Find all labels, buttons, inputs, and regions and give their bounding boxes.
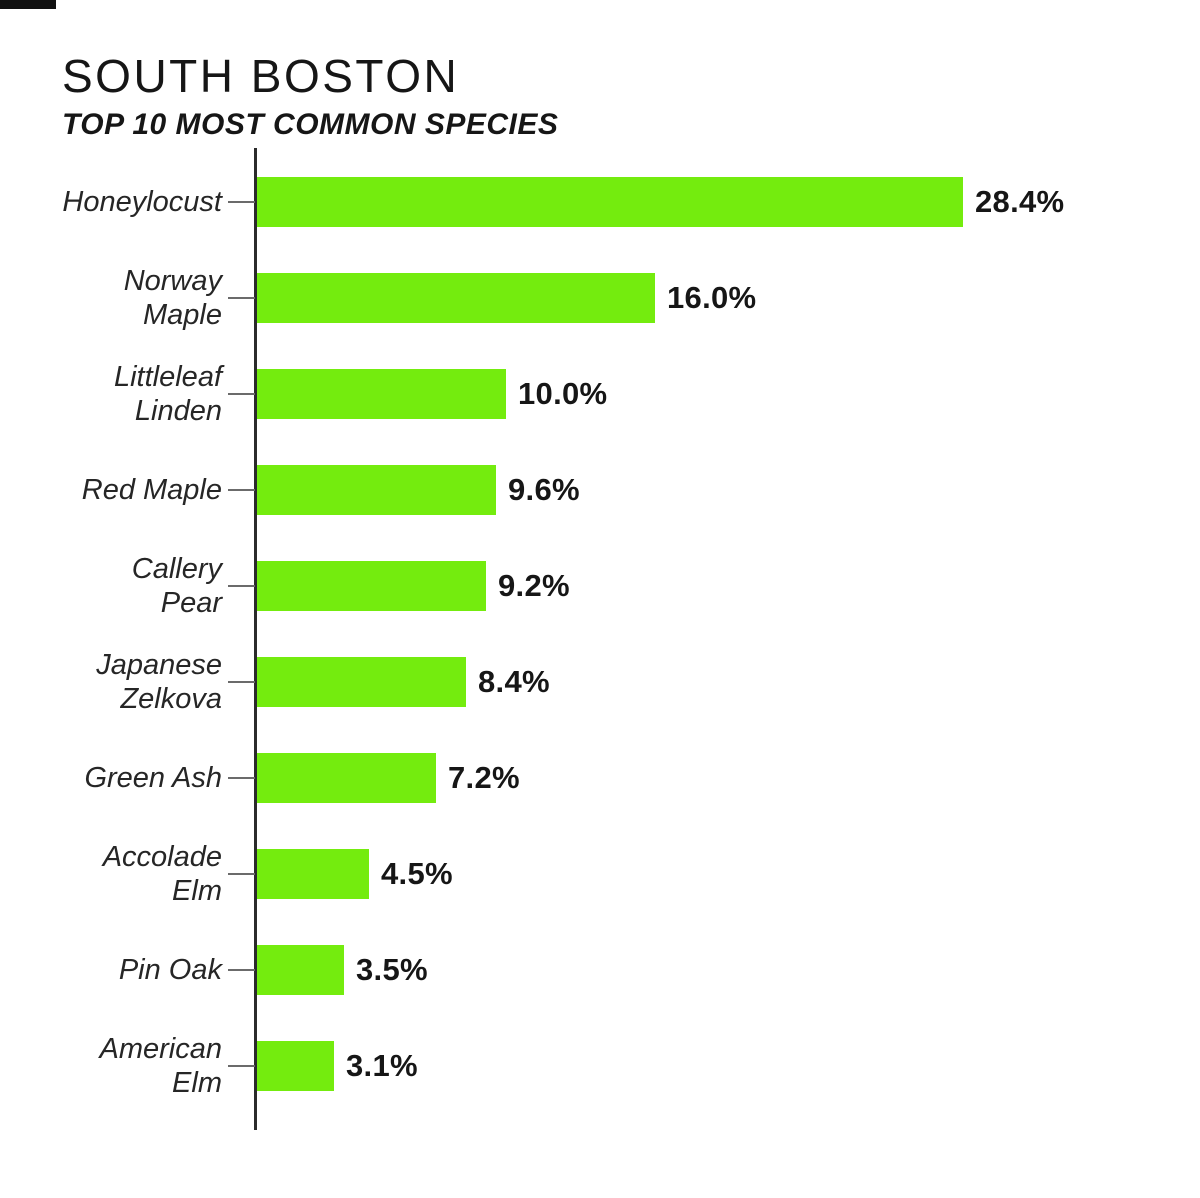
chart-row: Callery Pear 9.2% bbox=[0, 538, 1200, 634]
bar bbox=[257, 177, 963, 227]
value-label: 8.4% bbox=[478, 664, 550, 699]
value-label: 9.2% bbox=[498, 568, 570, 603]
bar bbox=[257, 273, 655, 323]
category-label: Callery Pear bbox=[131, 553, 222, 619]
bar bbox=[257, 753, 436, 803]
value-label: 28.4% bbox=[975, 184, 1065, 219]
tick-mark bbox=[228, 201, 255, 203]
bar bbox=[257, 465, 496, 515]
corner-mark bbox=[0, 0, 56, 9]
tick-mark bbox=[228, 1065, 255, 1067]
category-label: Green Ash bbox=[84, 762, 222, 794]
category-label: Littleleaf Linden bbox=[113, 361, 222, 427]
category-label: Honeylocust bbox=[62, 186, 222, 218]
y-axis-line bbox=[254, 148, 257, 1130]
chart-row: Accolade Elm 4.5% bbox=[0, 826, 1200, 922]
value-label: 10.0% bbox=[518, 376, 608, 411]
category-label: Accolade Elm bbox=[102, 841, 222, 907]
tick-mark bbox=[228, 585, 255, 587]
bar bbox=[257, 657, 466, 707]
category-label: Pin Oak bbox=[118, 954, 222, 986]
chart-row: Honeylocust 28.4% bbox=[0, 154, 1200, 250]
bar bbox=[257, 1041, 334, 1091]
category-label: Red Maple bbox=[81, 474, 222, 506]
chart-row: Pin Oak 3.5% bbox=[0, 922, 1200, 1018]
value-label: 3.5% bbox=[356, 952, 428, 987]
value-label: 3.1% bbox=[346, 1048, 418, 1083]
chart-row: Red Maple 9.6% bbox=[0, 442, 1200, 538]
chart-subtitle: TOP 10 MOST COMMON SPECIES bbox=[62, 108, 559, 141]
chart-row: Norway Maple 16.0% bbox=[0, 250, 1200, 346]
tick-mark bbox=[228, 393, 255, 395]
tick-mark bbox=[228, 969, 255, 971]
chart-row: American Elm 3.1% bbox=[0, 1018, 1200, 1114]
tick-mark bbox=[228, 489, 255, 491]
value-label: 4.5% bbox=[381, 856, 453, 891]
chart-title: SOUTH BOSTON bbox=[62, 50, 460, 102]
bar bbox=[257, 945, 344, 995]
bar bbox=[257, 561, 486, 611]
value-label: 7.2% bbox=[448, 760, 520, 795]
value-label: 9.6% bbox=[508, 472, 580, 507]
tick-mark bbox=[228, 777, 255, 779]
category-label: Norway Maple bbox=[123, 265, 222, 331]
category-label: American Elm bbox=[99, 1033, 223, 1099]
value-label: 16.0% bbox=[667, 280, 757, 315]
bar bbox=[257, 849, 369, 899]
chart-row: Green Ash 7.2% bbox=[0, 730, 1200, 826]
tick-mark bbox=[228, 873, 255, 875]
chart-row: Japanese Zelkova 8.4% bbox=[0, 634, 1200, 730]
tick-mark bbox=[228, 297, 255, 299]
tick-mark bbox=[228, 681, 255, 683]
chart-row: Littleleaf Linden 10.0% bbox=[0, 346, 1200, 442]
category-label: Japanese Zelkova bbox=[96, 649, 222, 715]
bar bbox=[257, 369, 506, 419]
